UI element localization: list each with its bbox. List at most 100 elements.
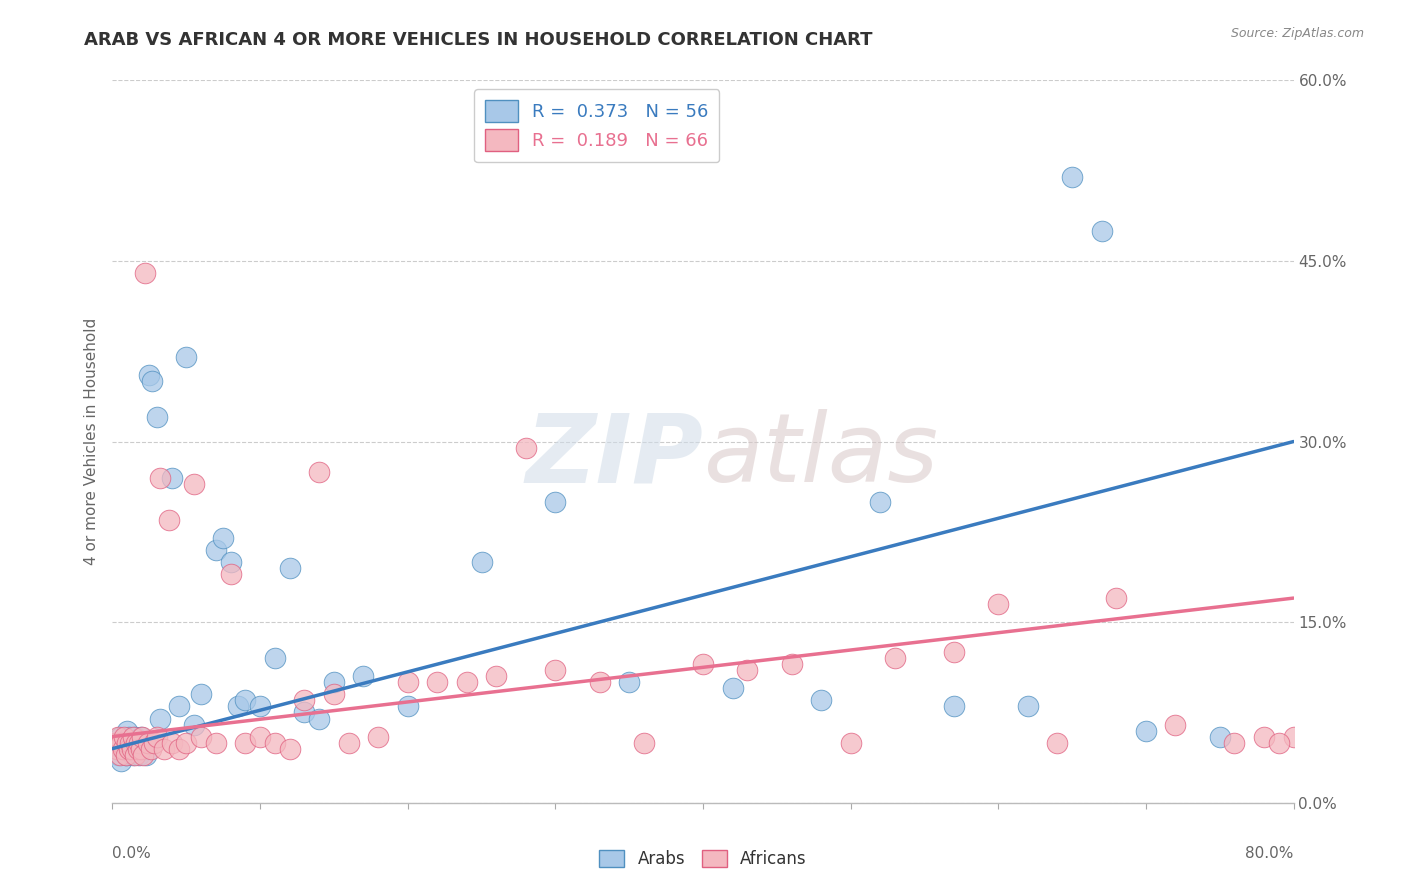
Point xyxy=(292,706,315,720)
Point xyxy=(1105,591,1128,606)
Point xyxy=(105,735,128,749)
Point xyxy=(139,741,162,756)
Point xyxy=(134,266,156,280)
Point xyxy=(127,735,149,749)
Point xyxy=(352,669,374,683)
Point xyxy=(183,476,205,491)
Point xyxy=(104,735,127,749)
Point xyxy=(190,730,212,744)
Point xyxy=(633,735,655,749)
Point xyxy=(942,699,965,714)
Point xyxy=(515,441,537,455)
Point xyxy=(485,669,508,683)
Text: 0.0%: 0.0% xyxy=(112,847,152,861)
Point xyxy=(278,561,301,575)
Point xyxy=(396,699,419,714)
Point xyxy=(121,735,143,749)
Point xyxy=(205,735,228,749)
Point xyxy=(987,597,1010,611)
Point xyxy=(157,513,180,527)
Text: atlas: atlas xyxy=(703,409,938,502)
Point xyxy=(1091,224,1114,238)
Point xyxy=(1046,735,1069,749)
Legend: R =  0.373   N = 56, R =  0.189   N = 66: R = 0.373 N = 56, R = 0.189 N = 66 xyxy=(474,89,720,162)
Point xyxy=(183,717,205,731)
Point xyxy=(124,730,146,744)
Point xyxy=(292,693,315,707)
Point xyxy=(125,741,148,756)
Point xyxy=(1017,699,1039,714)
Point xyxy=(117,735,138,749)
Legend: Arabs, Africans: Arabs, Africans xyxy=(592,843,814,875)
Point xyxy=(737,664,759,678)
Point xyxy=(1223,735,1246,749)
Point xyxy=(249,730,271,744)
Point xyxy=(128,735,150,749)
Point xyxy=(111,741,134,756)
Point xyxy=(810,693,832,707)
Point xyxy=(869,494,891,508)
Text: Source: ZipAtlas.com: Source: ZipAtlas.com xyxy=(1230,27,1364,40)
Point xyxy=(127,741,149,756)
Point xyxy=(1268,735,1291,749)
Point xyxy=(249,699,271,714)
Point xyxy=(108,730,131,744)
Point xyxy=(721,681,744,696)
Point xyxy=(149,712,172,726)
Point xyxy=(308,465,330,479)
Point xyxy=(114,747,136,762)
Point xyxy=(118,730,141,744)
Point xyxy=(167,741,190,756)
Point xyxy=(105,741,128,756)
Point xyxy=(367,730,389,744)
Point xyxy=(278,741,301,756)
Point xyxy=(323,687,346,701)
Point xyxy=(129,730,152,744)
Point xyxy=(588,675,610,690)
Point xyxy=(132,747,155,762)
Point xyxy=(174,350,197,364)
Point xyxy=(1282,730,1305,744)
Point xyxy=(167,699,190,714)
Point xyxy=(396,675,419,690)
Point xyxy=(122,747,145,762)
Point xyxy=(110,735,132,749)
Point xyxy=(323,675,346,690)
Point xyxy=(142,735,165,749)
Point xyxy=(233,693,256,707)
Point xyxy=(114,747,136,762)
Point xyxy=(120,735,142,749)
Point xyxy=(308,712,330,726)
Point xyxy=(1062,169,1084,184)
Point xyxy=(426,675,449,690)
Point xyxy=(110,754,132,768)
Point xyxy=(138,368,160,383)
Point xyxy=(839,735,862,749)
Point xyxy=(141,375,163,389)
Point xyxy=(112,730,135,744)
Point xyxy=(107,730,129,744)
Point xyxy=(884,651,907,665)
Y-axis label: 4 or more Vehicles in Household: 4 or more Vehicles in Household xyxy=(83,318,98,566)
Point xyxy=(134,735,156,749)
Text: 80.0%: 80.0% xyxy=(1246,847,1294,861)
Point xyxy=(160,471,183,485)
Point xyxy=(111,741,134,756)
Point xyxy=(205,542,228,557)
Point xyxy=(233,735,256,749)
Text: ZIP: ZIP xyxy=(524,409,703,502)
Point xyxy=(544,494,567,508)
Point xyxy=(146,410,169,425)
Point xyxy=(692,657,714,672)
Point xyxy=(129,741,152,756)
Point xyxy=(1164,717,1187,731)
Point xyxy=(149,471,172,485)
Point xyxy=(128,747,150,762)
Point xyxy=(135,747,157,762)
Point xyxy=(108,747,131,762)
Point xyxy=(226,699,249,714)
Point xyxy=(146,730,169,744)
Point xyxy=(136,735,159,749)
Point xyxy=(125,735,148,749)
Point xyxy=(132,741,155,756)
